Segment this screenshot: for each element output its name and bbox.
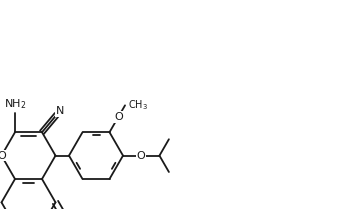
Text: O: O <box>114 112 123 122</box>
Text: N: N <box>56 106 64 116</box>
Text: CH$_3$: CH$_3$ <box>127 98 147 112</box>
Text: NH$_2$: NH$_2$ <box>4 97 26 111</box>
Text: O: O <box>0 151 6 161</box>
Text: O: O <box>136 151 145 161</box>
